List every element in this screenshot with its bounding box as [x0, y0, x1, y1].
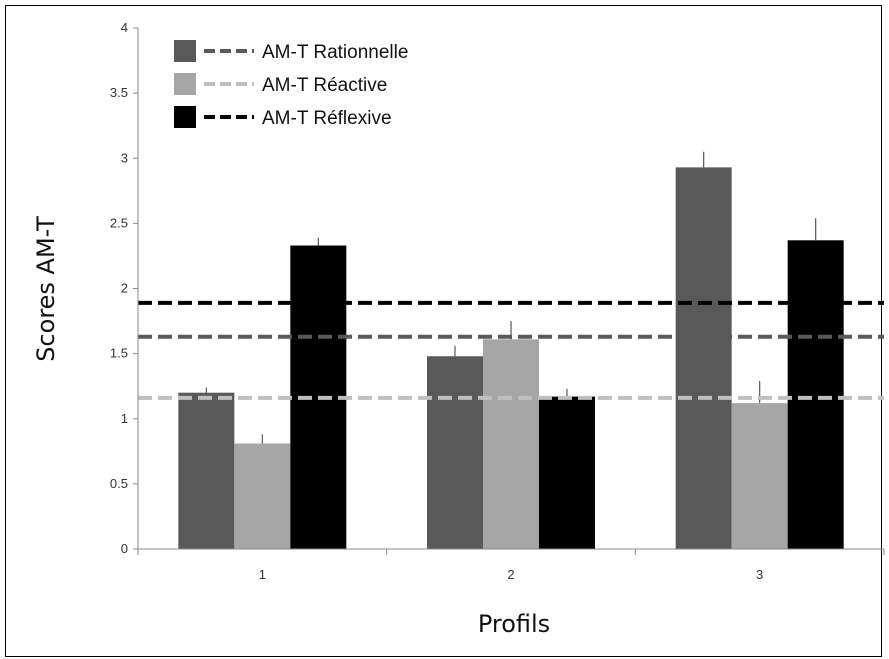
y-tick-label-3: 1.5 — [110, 346, 128, 361]
legend-label-3: AM-T Réflexive — [262, 108, 392, 129]
y-tick-label-8: 4 — [121, 20, 128, 35]
x-tick-label-2: 2 — [507, 567, 514, 582]
bar-series3-cat2 — [539, 396, 595, 549]
y-tick-label-0: 0 — [121, 541, 128, 556]
legend-swatch-2 — [174, 73, 196, 95]
y-tick-label-6: 3 — [121, 150, 128, 165]
legend: AM-T Rationnelle AM-T Réactive AM-T Réflex… — [174, 40, 408, 129]
bar-series2-cat1 — [234, 443, 291, 549]
bar-series2-cat2 — [483, 339, 539, 549]
bar-series1-cat2 — [427, 356, 483, 549]
legend-label-2: AM-T Réactive — [262, 75, 387, 96]
bar-series2-cat3 — [731, 403, 788, 549]
bars-layer — [178, 167, 844, 549]
legend-swatch-1 — [174, 40, 196, 62]
legend-swatch-3 — [174, 106, 196, 128]
y-tick-label-4: 2 — [121, 281, 128, 296]
axes-layer: 0 0.5 1 1.5 2 2.5 3 3.5 4 1 2 3 — [110, 20, 885, 582]
bar-series1-cat3 — [675, 167, 732, 549]
bar-series1-cat1 — [178, 392, 235, 549]
x-tick-label-1: 1 — [259, 567, 266, 582]
legend-label-1: AM-T Rationnelle — [262, 42, 408, 63]
y-tick-label-5: 2.5 — [110, 215, 128, 230]
y-axis-title: Scores AM-T — [32, 216, 60, 362]
reference-lines-layer — [138, 300, 884, 400]
bar-series3-cat3 — [787, 240, 844, 549]
y-tick-label-1: 0.5 — [110, 476, 128, 491]
y-tick-label-7: 3.5 — [110, 85, 128, 100]
x-tick-label-3: 3 — [756, 567, 763, 582]
y-tick-label-2: 1 — [121, 411, 128, 426]
x-axis-title: Profils — [478, 610, 550, 638]
